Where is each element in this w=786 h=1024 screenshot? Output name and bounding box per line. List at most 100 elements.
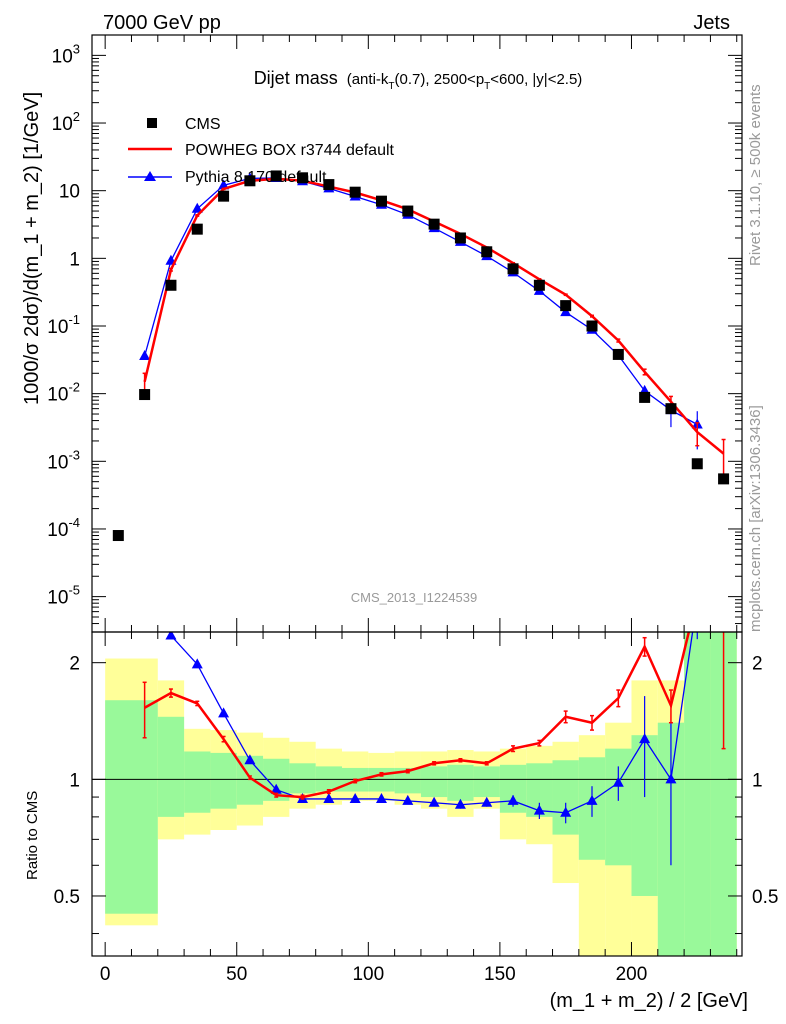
ratio-clipped-group: [139, 553, 726, 866]
pythia-main-line: [144, 177, 698, 426]
cms-data-point: [428, 218, 440, 230]
cms-data-point: [218, 190, 230, 202]
cms-data-point: [454, 232, 466, 244]
y-tick-label--3: 10-3: [47, 447, 80, 473]
cms-data-point: [165, 279, 177, 291]
pythia-ratio-marker: [270, 783, 282, 794]
pythia-ratio-marker: [165, 632, 177, 640]
pythia-ratio-marker: [586, 794, 598, 805]
main-y-axis-label: 1000/σ 2dσ)/d(m_1 + m_2) [1/GeV]: [21, 92, 43, 405]
pythia-ratio-marker: [454, 798, 466, 809]
pythia-main-marker: [191, 202, 203, 213]
pythia-ratio-marker: [402, 794, 414, 805]
band-green-21: [684, 632, 711, 956]
cms-data-point: [349, 186, 361, 198]
plot-frames: [91, 34, 743, 957]
pythia-main-marker: [139, 350, 151, 361]
x-tick-label-100: 100: [352, 964, 384, 985]
cms-data-point: [507, 263, 519, 275]
title-main: Dijet mass: [254, 68, 338, 88]
legend: CMS POWHEG BOX r3744 default Pythia 8.17…: [128, 116, 395, 186]
ratio-y-axis-label: Ratio to CMS: [24, 791, 41, 880]
ratio-y-label-right-0.5: 0.5: [752, 887, 778, 908]
ratio-y-label-right-1: 1: [752, 770, 763, 791]
y-tick-label-3: 103: [52, 41, 80, 67]
band-green-16: [552, 760, 579, 835]
header-right: Jets: [693, 12, 730, 34]
ratio-y-label-right-2: 2: [752, 654, 763, 675]
legend-pythia-label: Pythia 8.170 default: [185, 169, 327, 186]
cms-data-point: [665, 403, 677, 415]
cms-data-point: [139, 389, 151, 401]
pythia-ratio-marker: [507, 794, 519, 805]
ratio-series-layer: [139, 553, 726, 866]
band-green-3: [210, 752, 237, 809]
cms-data-point: [586, 320, 598, 332]
ratio-y-label-0.5: 0.5: [54, 887, 80, 908]
y-tick-label-2: 102: [52, 109, 80, 135]
pythia-ratio-marker: [612, 776, 624, 787]
y-tick-label-0: 1: [69, 249, 80, 270]
pythia-ratio-marker: [665, 773, 677, 784]
cms-data-point: [612, 348, 624, 360]
cms-data-point: [375, 195, 387, 207]
x-axis-label: (m_1 + m_2) / 2 [GeV]: [550, 990, 748, 1012]
title-cuts-sub1: T: [388, 81, 394, 92]
header-left: 7000 GeV pp: [103, 12, 221, 34]
cms-data-point: [402, 205, 414, 217]
legend-powheg-label: POWHEG BOX r3744 default: [185, 142, 395, 159]
ratio-uncertainty-bands: [105, 632, 737, 956]
cms-data-point: [112, 530, 124, 542]
x-tick-label-150: 150: [484, 964, 516, 985]
band-green-12: [447, 764, 474, 801]
pythia-ratio-marker: [639, 733, 651, 744]
ratio-plot-frame: [91, 631, 743, 957]
plot-title: Dijet mass (anti-kT(0.7), 2500<pT<600, |…: [254, 68, 583, 92]
ratio-y-label-2: 2: [69, 654, 80, 675]
cms-data-point: [481, 246, 493, 258]
main-series-layer: [112, 170, 730, 542]
cms-data-point: [718, 473, 730, 485]
band-green-0: [105, 700, 158, 914]
pythia-ratio-line: [169, 632, 694, 814]
cms-data-point: [560, 300, 572, 312]
pythia-ratio-marker: [428, 796, 440, 807]
y-tick-label--2: 10-2: [47, 380, 80, 406]
cms-data-point: [533, 279, 545, 291]
band-green-1: [157, 716, 185, 817]
band-green-2: [184, 751, 211, 813]
cms-data-point: [323, 179, 335, 191]
source-label: mcplots.cern.ch [arXiv:1306.3436]: [747, 405, 764, 632]
band-green-18: [605, 748, 632, 866]
pythia-main-marker: [560, 306, 572, 317]
band-green-11: [420, 766, 448, 798]
pythia-ratio-marker: [139, 553, 150, 563]
pythia-ratio-marker: [692, 594, 703, 604]
pythia-ratio-marker: [323, 792, 335, 803]
axes-layer: 0 50 100 150 20010-510-410-310-210-111010210…: [47, 34, 778, 985]
legend-cms-label: CMS: [185, 116, 221, 133]
title-cuts-sub2: T: [484, 81, 490, 92]
title-cuts-prefix: (anti-k: [347, 71, 389, 88]
y-tick-label-1: 10: [59, 182, 80, 203]
pythia-ratio-marker: [191, 658, 203, 669]
cms-data-point: [244, 175, 256, 187]
cms-data-point: [270, 170, 282, 182]
pythia-ratio-marker: [533, 804, 545, 815]
cms-data-point: [639, 391, 651, 403]
cms-data-point: [297, 172, 309, 184]
x-tick-label-0: 0: [100, 964, 111, 985]
pythia-ratio-marker: [560, 806, 572, 817]
pythia-ratio-marker: [244, 754, 256, 765]
pythia-ratio-marker: [375, 792, 387, 803]
y-tick-label--1: 10-1: [47, 312, 80, 338]
title-cuts-mid: (0.7), 2500<p: [395, 71, 485, 88]
rivet-version-label: Rivet 3.1.10, ≥ 500k events: [747, 84, 764, 266]
y-tick-label--5: 10-5: [47, 583, 80, 609]
band-green-13: [473, 766, 500, 798]
pythia-ratio-marker: [349, 792, 361, 803]
cms-data-point: [691, 458, 703, 470]
legend-pythia-marker: [144, 171, 156, 181]
pythia-ratio-marker: [218, 707, 230, 718]
